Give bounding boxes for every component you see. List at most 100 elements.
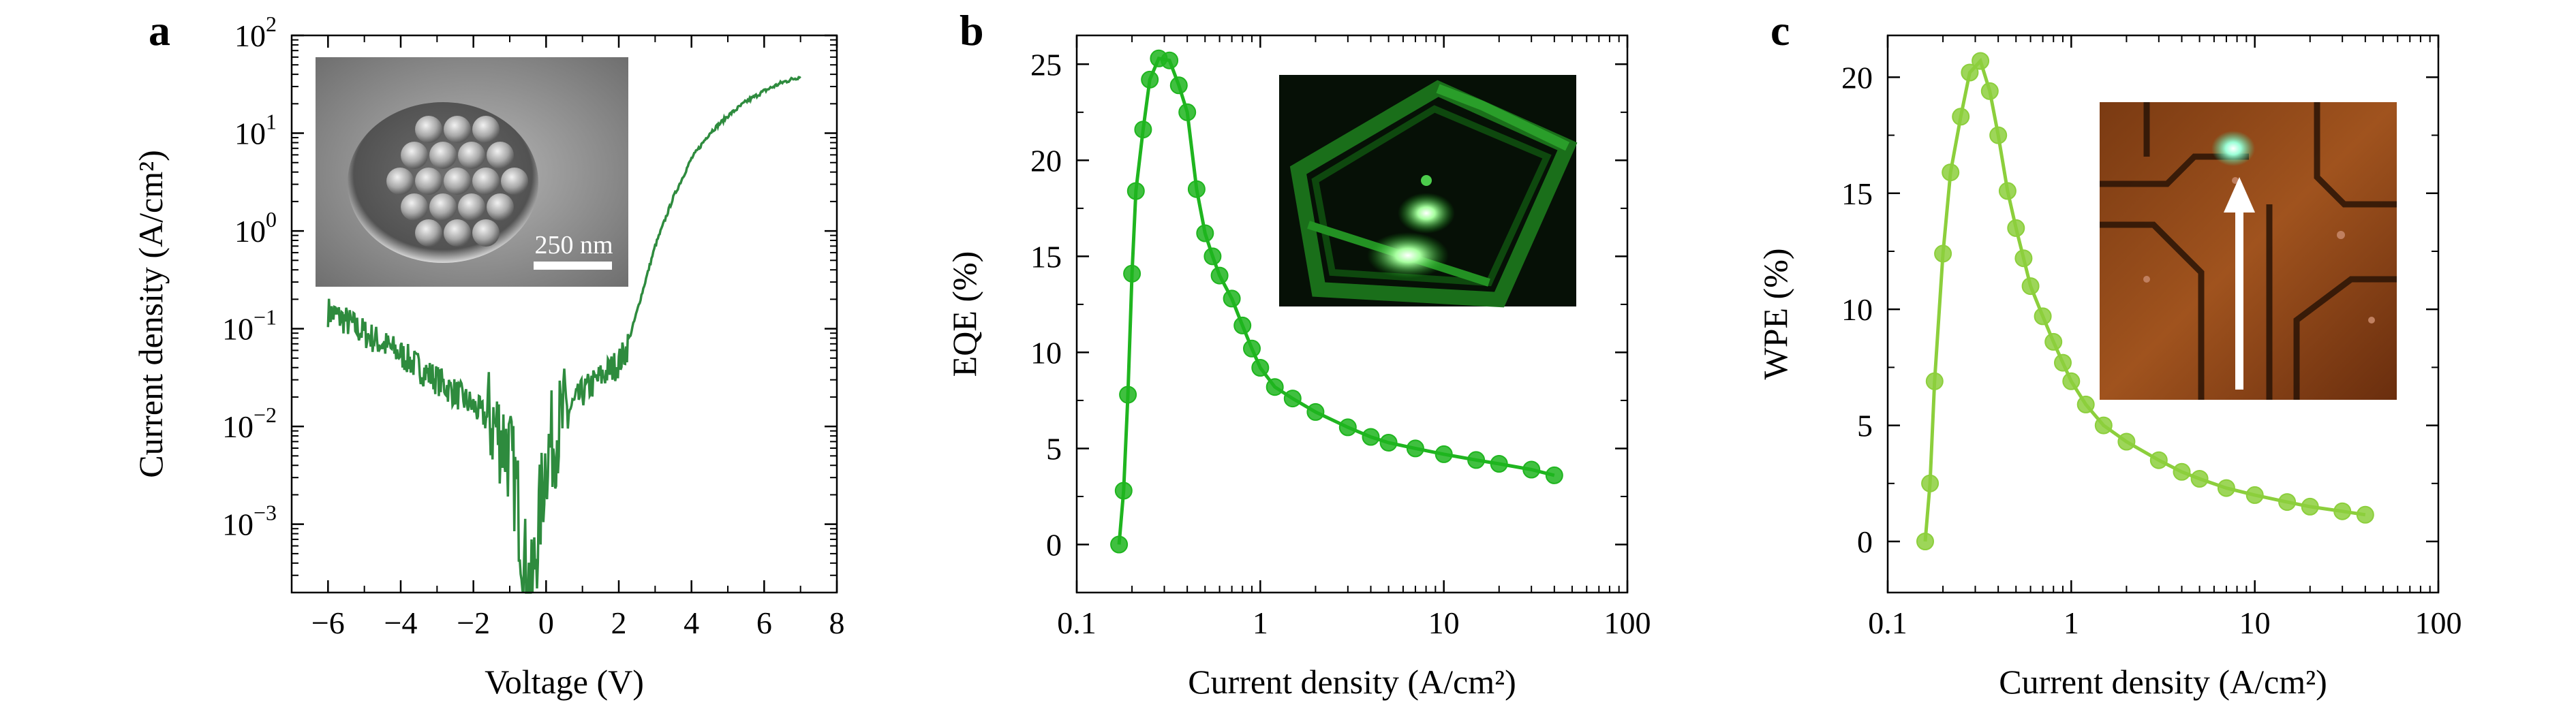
nanodome [472,219,500,247]
y-tick-label: 10−1 [222,305,277,347]
eqe-series [1110,49,1563,554]
data-point [2014,249,2033,268]
x-tick-label: 6 [756,605,772,640]
data-point [1545,466,1563,484]
data-point [2245,486,2264,504]
nanodome [401,142,428,169]
data-point [2117,432,2136,451]
x-tick-label: −6 [311,605,345,640]
nanodome [386,168,414,195]
nanodome [487,193,514,221]
y-tick-label: 10−3 [222,501,277,542]
data-point [1379,434,1398,452]
y-tick-label: 102 [234,12,277,53]
data-point [2021,277,2040,296]
data-point [1187,180,1206,198]
panel-letter-b: b [960,6,984,54]
data-point [1916,533,1934,550]
data-point [2149,451,2168,469]
data-point [1123,264,1141,283]
nanodome [501,168,528,195]
iv-curve-line [326,76,801,594]
y-ticks-a: 10−3 10−2 10−1 100 101 102 [222,12,837,593]
y-tick-label: 15 [1030,239,1062,274]
x-tick-label: 0.1 [1057,605,1097,640]
panel-letter-a: a [149,6,170,54]
y-ticks-c: 0 5 10 15 20 [1841,60,2438,559]
data-point [2190,470,2209,488]
nanodome [458,142,485,169]
x-tick-label: 8 [829,605,845,640]
data-point [1243,339,1261,358]
y-tick-label: 0 [1046,527,1062,562]
y-tick-label: 20 [1030,143,1062,178]
data-point [2301,497,2319,516]
data-point [1203,247,1222,266]
data-point [1961,63,1979,82]
data-point [1989,126,2008,144]
nanodome [444,116,471,143]
y-axis-label-a: Current density (A/cm²) [132,150,170,478]
data-point [1306,403,1325,421]
nanodome [415,168,442,195]
data-point [1223,289,1241,308]
x-tick-label: 100 [1604,605,1651,640]
y-axis-label-c: WPE (%) [1756,249,1794,380]
data-point [1161,51,1179,69]
data-point [1119,385,1137,404]
data-point [1210,266,1229,285]
panel-c: c 0.1 1 10 100 0 5 10 15 20 Current density (A/… [1756,6,2462,701]
data-point [1921,474,1939,492]
data-point [2356,505,2374,524]
nanodome [472,116,500,143]
y-tick-label: 10−2 [222,403,277,444]
data-point [2217,479,2235,497]
y-tick-label: 0 [1857,524,1873,559]
data-point [1980,82,1999,100]
data-point [2278,493,2297,511]
data-point [1126,182,1145,200]
nanodome [415,219,442,247]
x-tick-label: 1 [2064,605,2079,640]
x-ticks-b: 0.1 1 10 100 [1057,35,1651,640]
x-tick-label: 10 [1428,605,1460,640]
data-point [1169,76,1188,95]
data-point [1942,163,1960,182]
data-point [1435,445,1453,463]
data-point [2044,332,2063,351]
data-point [1972,52,1990,70]
data-point [1110,535,1129,554]
nanodome [429,142,457,169]
y-tick-label: 5 [1857,409,1873,443]
device-photo-inset [1279,75,1578,308]
panel-b: b 0.1 1 10 100 0 5 10 15 20 25 Current density (… [945,6,1651,701]
data-point [1490,455,1508,473]
x-axis-label-b: Current density (A/cm²) [1188,663,1516,701]
data-point [1283,390,1302,408]
y-tick-label: 101 [234,110,277,151]
x-ticks-c: 0.1 1 10 100 [1868,35,2462,640]
data-point [1196,224,1214,242]
data-point [2333,502,2352,520]
scale-bar [534,262,612,270]
y-tick-label: 100 [234,207,277,249]
y-tick-label: 15 [1841,176,1873,211]
arrow-head-icon [2224,177,2255,212]
data-point [2054,353,2072,372]
x-tick-label: 10 [2239,605,2271,640]
x-tick-label: −2 [457,605,490,640]
sem-nanostructure-array [386,116,528,247]
data-point [1233,316,1252,334]
data-point [1338,418,1357,437]
plot-frame-a [290,34,838,594]
x-tick-label: −4 [384,605,418,640]
y-tick-label: 10 [1030,335,1062,370]
data-point [1362,428,1380,446]
plot-frame-c [1886,34,2440,594]
x-axis-label-c: Current density (A/cm²) [1999,663,2327,701]
data-point [2007,219,2025,237]
data-point [1114,482,1133,500]
data-point [1141,70,1159,89]
plot-frame-b [1075,34,1629,594]
nanodome [429,193,457,221]
